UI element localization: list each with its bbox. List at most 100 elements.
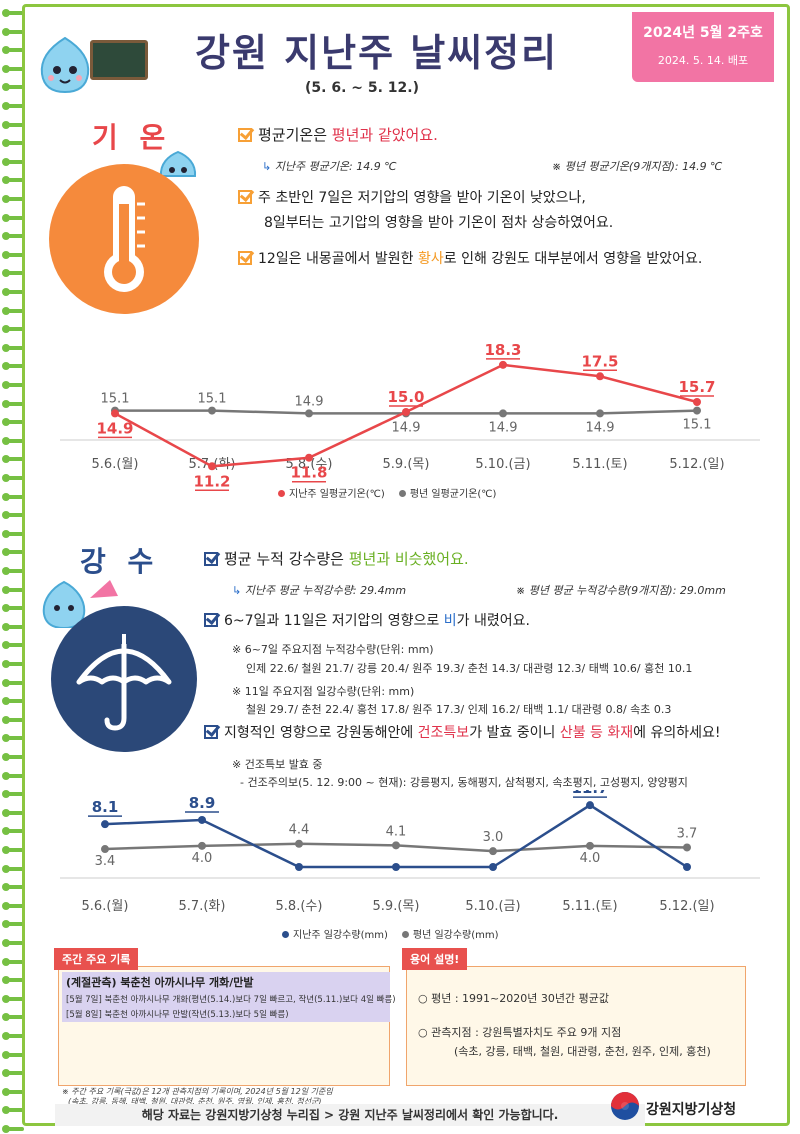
data-label: 14.9 <box>295 394 324 409</box>
data-label: 4.1 <box>386 824 407 839</box>
checkbox-icon <box>238 190 252 204</box>
x-tick-label: 5.8.(수) <box>286 457 333 472</box>
binder-ring <box>2 194 24 204</box>
binder-ring <box>2 826 24 836</box>
precip-note-right: ※ 평년 평균 누적강수량(9개지점): 29.0mm <box>516 584 726 597</box>
data-point <box>392 863 400 871</box>
binder-ring <box>2 864 24 874</box>
binder-ring <box>2 529 24 539</box>
data-label: 14.9 <box>489 420 518 435</box>
data-label: 15.1 <box>683 418 712 433</box>
checkbox-icon <box>204 552 218 566</box>
legend-item: 평년 일강수량(mm) <box>401 930 499 941</box>
precip-bullet-1: 평균 누적 강수량은 평년과 비슷했어요. <box>204 548 469 569</box>
binder-ring <box>2 64 24 74</box>
weekly-record-tab: 주간 주요 기록 <box>54 948 139 970</box>
terms-line2: ○ 관측지점 : 강원특별자치도 주요 9개 지점 <box>418 1026 622 1039</box>
binder-ring <box>2 45 24 55</box>
x-tick-label: 5.9.(목) <box>383 457 430 472</box>
precip-note-left: ↳ 지난주 평균 누적강수량: 29.4mm <box>232 582 406 598</box>
binder-ring <box>2 1050 24 1060</box>
data-point <box>295 863 303 871</box>
data-point <box>693 406 701 415</box>
binder-ring <box>2 454 24 464</box>
legend-label: 평년 일평균기온(℃) <box>409 489 497 500</box>
precip-bullet-3-post: 에 유의하세요! <box>633 725 721 741</box>
terms-line3: (속초, 강릉, 태백, 철원, 대관령, 춘천, 원주, 인제, 홍천) <box>454 1045 711 1058</box>
binder-ring <box>2 994 24 1004</box>
data-point <box>683 843 691 852</box>
x-tick-label: 5.7.(화) <box>179 899 226 914</box>
data-point <box>596 372 604 381</box>
data-point <box>101 845 109 854</box>
mascot-icon <box>38 36 92 98</box>
binder-ring <box>2 845 24 855</box>
data-label: 14.9 <box>586 420 615 435</box>
data-label: 4.0 <box>580 851 601 866</box>
precip-bullet-2-pre: 6~7일과 11일은 저기압의 영향으로 <box>224 613 444 629</box>
x-tick-label: 5.10.(금) <box>475 457 530 472</box>
precip-bullet-2: 6~7일과 11일은 저기압의 영향으로 비가 내렸어요. <box>204 610 530 630</box>
data-point <box>402 408 410 416</box>
data-point <box>305 409 313 418</box>
data-point <box>499 409 507 418</box>
binder-ring <box>2 1031 24 1041</box>
legend-item: 평년 일평균기온(℃) <box>398 489 497 500</box>
data-point <box>499 360 507 369</box>
data-label: 8.9 <box>189 794 216 812</box>
binder-ring <box>2 324 24 334</box>
weekly-record-foot2: (속초, 강릉, 동해, 태백, 철원, 대관령, 춘천, 원주, 영월, 인제… <box>68 1097 322 1106</box>
legend-dot-icon <box>278 490 285 497</box>
data-point <box>586 801 594 810</box>
precipitation-chart-legend: 지난주 일강수량(mm) 평년 일강수량(mm) <box>282 926 513 941</box>
temp-note-right: ※ 평년 평균기온(9개지점): 14.9 ℃ <box>552 160 723 173</box>
precip-sub1-title: ※ 6~7일 주요지점 누적강수량(단위: mm) <box>232 643 434 656</box>
legend-dot-icon <box>401 931 409 938</box>
temperature-chart-legend: 지난주 일평균기온(℃) 평년 일평균기온(℃) <box>278 485 510 500</box>
binder-ring <box>2 231 24 241</box>
data-point <box>392 841 400 850</box>
binder-ring <box>2 808 24 818</box>
issue-badge: 2024년 5월 2주호 2024. 5. 14. 배포 <box>632 12 774 82</box>
temp-bullet-2-line2: 8일부터는 고기압의 영향을 받아 기온이 점차 상승하였어요. <box>264 215 614 231</box>
precip-sub1-body: 인제 22.6/ 철원 21.7/ 강릉 20.4/ 원주 19.3/ 춘천 1… <box>246 662 693 675</box>
binder-ring <box>2 919 24 929</box>
temp-bullet-3-highlight: 황사 <box>417 251 444 267</box>
checkbox-icon <box>238 128 252 142</box>
data-point <box>693 398 701 406</box>
binder-ring <box>2 399 24 409</box>
binder-ring <box>2 361 24 371</box>
page-period: (5. 6. ~ 5. 12.) <box>305 80 420 96</box>
data-point <box>596 409 604 418</box>
weekly-record-foot1: ※ 주간 주요 기록(극값)은 12개 관측지점의 기록이며, 2024년 5월… <box>62 1087 333 1096</box>
binder-ring <box>2 696 24 706</box>
checkbox-icon <box>238 251 252 265</box>
legend-label: 평년 일강수량(mm) <box>412 930 499 941</box>
binder-ring <box>2 306 24 316</box>
data-label: 15.1 <box>101 392 130 407</box>
arrow-icon: ↳ <box>262 160 272 173</box>
binder-ring <box>2 1124 24 1134</box>
temperature-chart: 5.6.(월)5.7.(화)5.8.(수)5.9.(목)5.10.(금)5.11… <box>60 341 760 492</box>
temp-bullet-3: 12일은 내몽골에서 발원한 황사로 인해 강원도 대부분에서 영향을 받았어요… <box>238 248 702 268</box>
binder-ring <box>2 566 24 576</box>
precip-bullet-3-mid: 가 발효 중이니 <box>469 725 560 741</box>
x-tick-label: 5.12.(일) <box>669 457 724 472</box>
binder-ring <box>2 715 24 725</box>
data-label: 14.9 <box>96 419 133 437</box>
binder-ring <box>2 213 24 223</box>
data-point <box>305 453 313 462</box>
data-label: 3.4 <box>95 854 116 869</box>
precip-section-label: 강 수 <box>80 545 160 578</box>
weekly-record-heading: (계절관측) 북춘천 아까시나무 개화/만발 <box>66 976 254 989</box>
temp-bullet-2-line1: 주 초반인 7일은 저기압의 영향을 받아 기온이 낮았으나, <box>258 190 586 206</box>
precip-bullet-3-highlight-1: 건조특보 <box>417 725 470 741</box>
checkbox-icon <box>204 725 218 739</box>
legend-label: 지난주 일강수량(mm) <box>293 930 388 941</box>
terms-line1: ○ 평년 : 1991~2020년 30년간 평균값 <box>418 992 609 1005</box>
precip-bullet-3: 지형적인 영향으로 강원동해안에 건조특보가 발효 중이니 산불 등 화재에 유… <box>204 722 721 742</box>
data-point <box>198 815 206 824</box>
precip-sub2-body: 철원 29.7/ 춘천 22.4/ 홍천 17.8/ 원주 17.3/ 인제 1… <box>246 703 672 716</box>
temp-bullet-1-text: 평균기온은 <box>258 126 332 144</box>
